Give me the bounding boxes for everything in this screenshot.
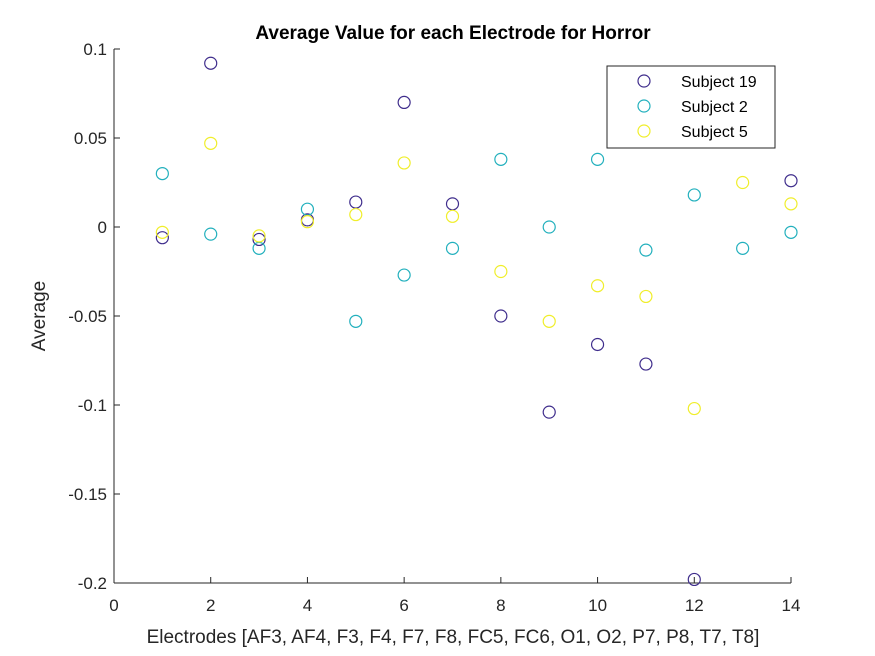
- data-point: [155, 231, 169, 245]
- x-axis-ticks: 0 2 4 6 8 10 12 14: [109, 577, 800, 615]
- data-point: [252, 229, 266, 243]
- series-2-points: [155, 152, 798, 328]
- legend-label: Subject 19: [681, 74, 757, 91]
- data-point: [204, 136, 218, 150]
- data-point: [687, 188, 701, 202]
- legend-marker: [637, 99, 651, 113]
- data-point: [639, 357, 653, 371]
- data-point: [784, 174, 798, 188]
- data-point: [204, 56, 218, 70]
- legend-box: [606, 65, 776, 149]
- data-point: [155, 225, 169, 239]
- y-tick-label: 0.05: [74, 129, 107, 148]
- data-point: [590, 152, 605, 166]
- data-point: [639, 289, 653, 304]
- y-tick-label: 0.1: [83, 40, 107, 59]
- data-point: [542, 220, 556, 234]
- data-point: [542, 405, 556, 419]
- x-tick-label: 0: [109, 596, 118, 615]
- chart-title: Average Value for each Electrode for Hor…: [255, 23, 651, 44]
- data-point: [300, 215, 315, 229]
- x-tick-label: 8: [496, 596, 505, 615]
- data-point: [494, 309, 508, 323]
- legend-label: Subject 2: [681, 99, 748, 116]
- data-point: [590, 279, 605, 293]
- data-points: [155, 56, 798, 587]
- legend-item: Subject 2: [637, 99, 748, 116]
- x-tick-label: 2: [206, 596, 215, 615]
- x-tick-label: 12: [685, 596, 704, 615]
- data-point: [542, 314, 556, 328]
- data-point: [736, 241, 750, 255]
- series-3-points: [155, 136, 798, 416]
- x-tick-label: 4: [303, 596, 312, 615]
- legend-item: Subject 19: [637, 74, 757, 91]
- y-tick-label: -0.15: [68, 485, 107, 504]
- x-axis-label: Electrodes [AF3, AF4, F3, F4, F7, F8, FC…: [147, 627, 760, 648]
- data-point: [204, 227, 218, 241]
- legend-item: Subject 5: [637, 124, 748, 141]
- data-point: [155, 167, 169, 181]
- data-point: [349, 207, 363, 222]
- x-tick-label: 10: [588, 596, 607, 615]
- data-point: [252, 232, 266, 247]
- y-axis-ticks: 0.1 0.05 0 -0.05 -0.1 -0.15 -0.2: [68, 40, 120, 593]
- data-point: [590, 337, 605, 352]
- data-point: [687, 572, 701, 587]
- data-point: [736, 175, 750, 190]
- data-point: [397, 268, 411, 282]
- data-point: [349, 195, 363, 209]
- legend-marker: [637, 74, 651, 88]
- series-1-points: [155, 56, 798, 587]
- legend-marker: [637, 124, 651, 138]
- y-tick-label: -0.1: [78, 396, 107, 415]
- data-point: [494, 152, 508, 166]
- y-tick-label: 0: [98, 218, 107, 237]
- y-axis-label: Average: [29, 281, 50, 351]
- data-point: [349, 314, 363, 328]
- y-tick-label: -0.2: [78, 574, 107, 593]
- data-point: [397, 156, 411, 170]
- data-point: [784, 225, 798, 239]
- data-point: [252, 241, 266, 255]
- data-point: [687, 401, 701, 416]
- x-tick-label: 6: [399, 596, 408, 615]
- plot-area: 0.1 0.05 0 -0.05 -0.1 -0.15 -0.2 0 2 4 6 8 10 12 14: [68, 40, 800, 615]
- legend: Subject 19 Subject 2 Subject 5: [606, 65, 776, 149]
- data-point: [445, 197, 460, 211]
- x-tick-label: 14: [782, 596, 801, 615]
- data-point: [639, 243, 653, 257]
- data-point: [445, 241, 460, 255]
- data-point: [494, 264, 508, 279]
- data-point: [784, 197, 798, 211]
- data-point: [397, 95, 411, 110]
- data-point: [445, 209, 460, 223]
- y-tick-label: -0.05: [68, 307, 107, 326]
- legend-label: Subject 5: [681, 124, 748, 141]
